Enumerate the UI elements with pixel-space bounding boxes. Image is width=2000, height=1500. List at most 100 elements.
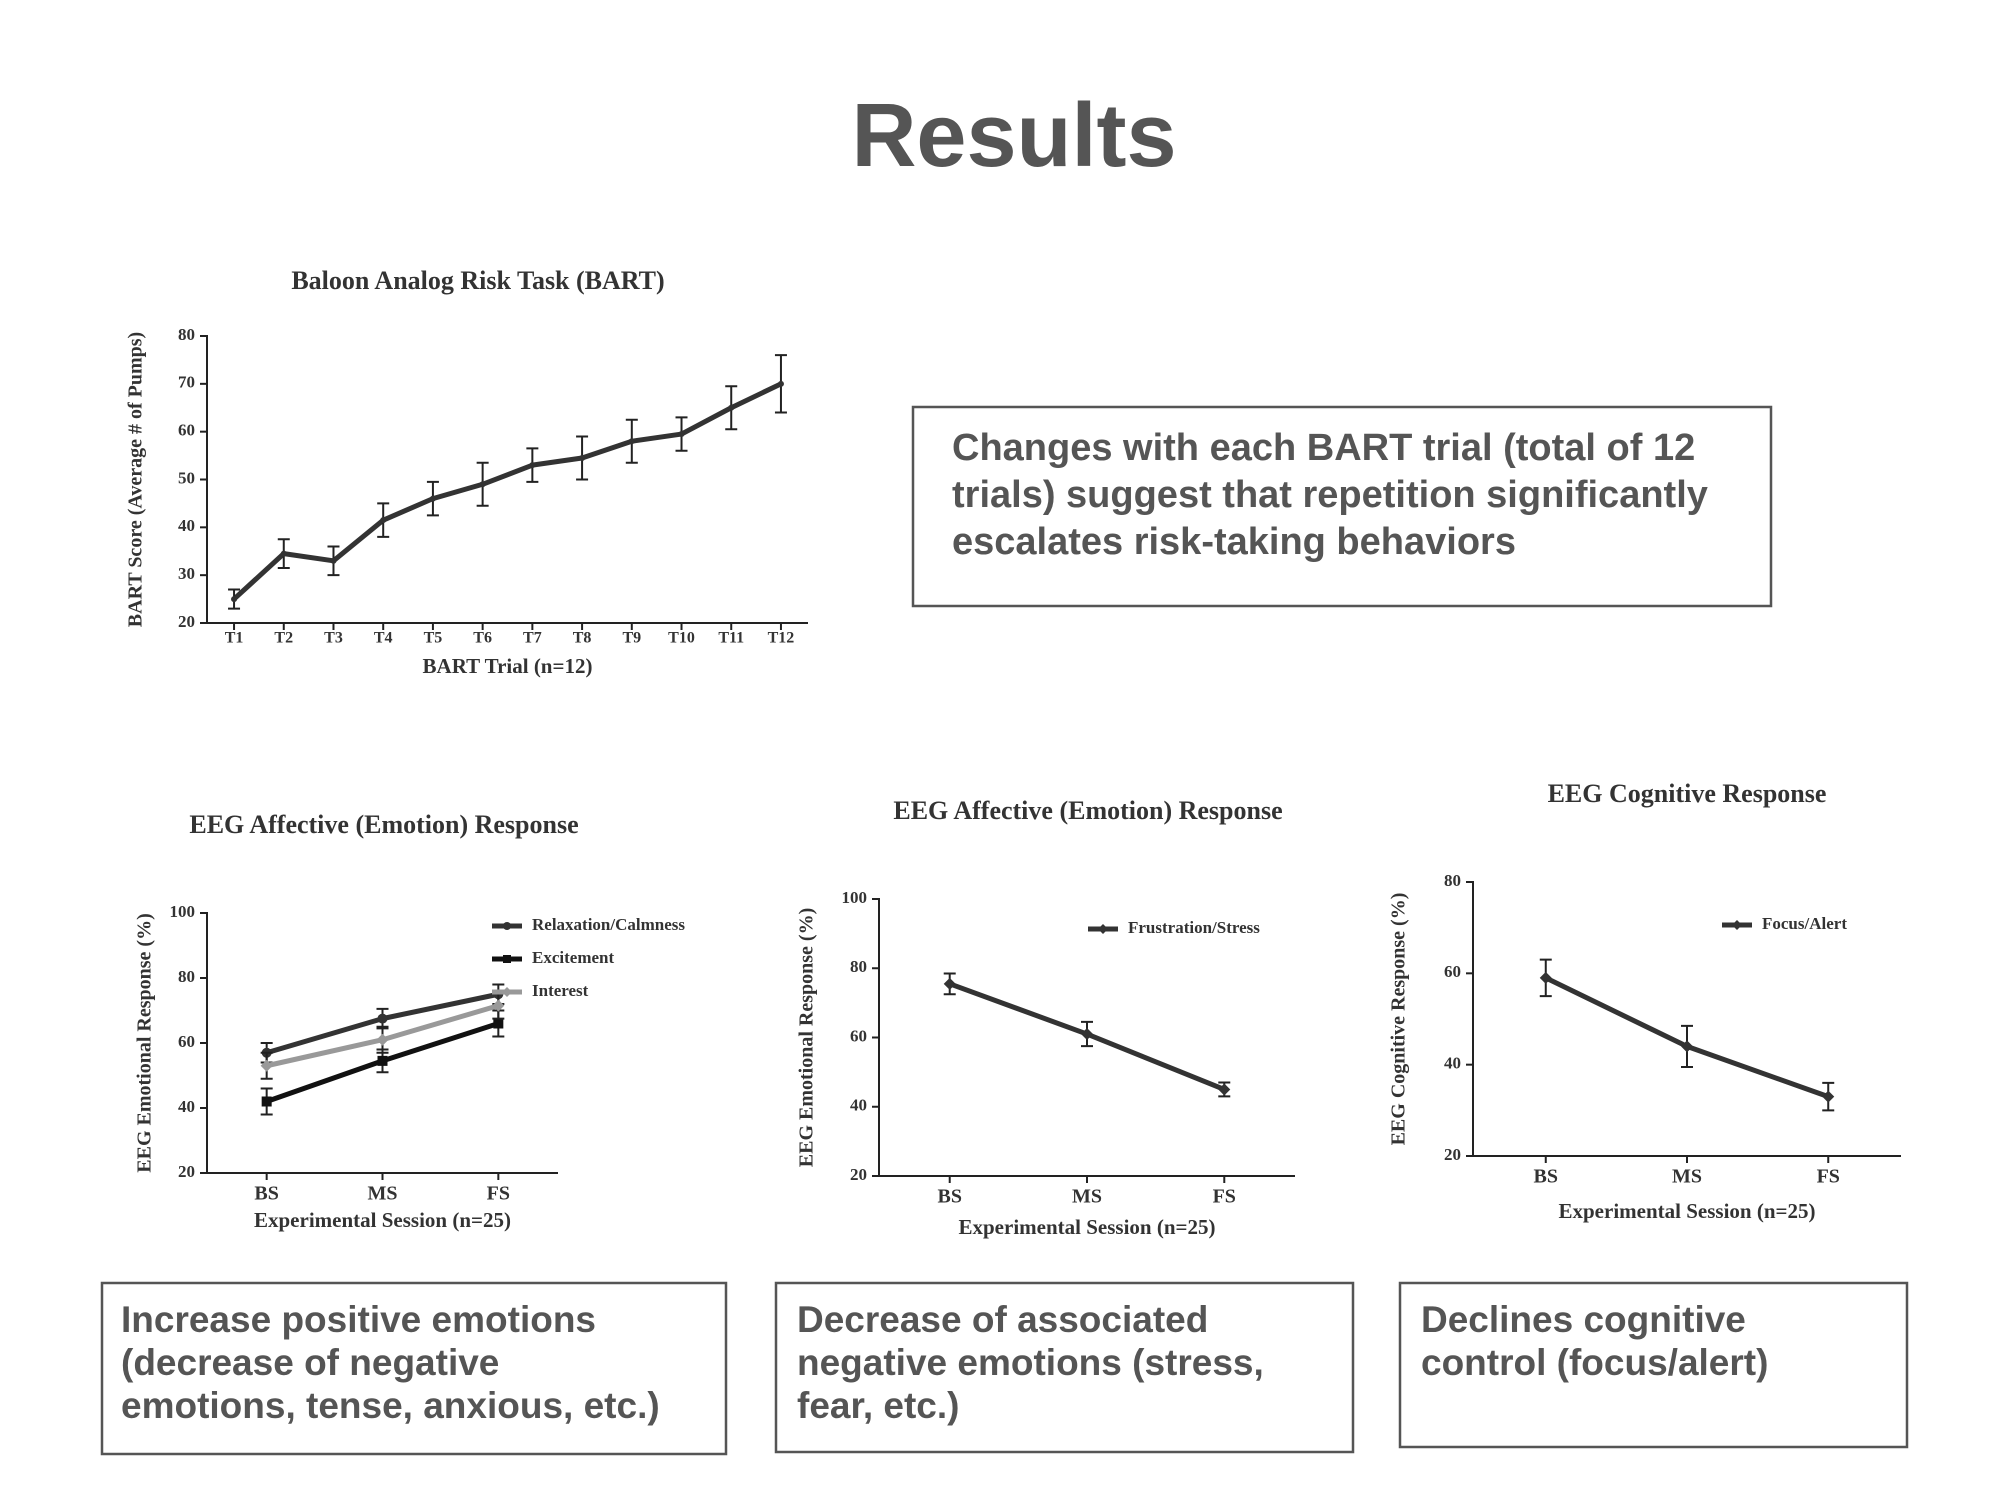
y-tick-label: 20 (178, 612, 195, 631)
x-tick-label: T8 (573, 630, 592, 647)
y-tick-label: 20 (1444, 1145, 1461, 1164)
y-tick-label: 40 (1444, 1054, 1461, 1073)
marker (728, 404, 735, 411)
marker (1681, 1040, 1693, 1053)
marker (493, 1018, 504, 1029)
x-tick-label: BS (254, 1183, 278, 1205)
x-axis-label: BART Trial (n=12) (423, 654, 593, 678)
marker (943, 977, 956, 990)
x-axis-label: Experimental Session (n=25) (254, 1208, 511, 1232)
note-line: control (focus/alert) (1421, 1342, 1768, 1383)
marker (429, 495, 436, 502)
marker (330, 557, 337, 564)
marker (492, 999, 505, 1012)
note-box (774, 1281, 1355, 1454)
y-tick-label: 30 (178, 564, 195, 583)
note-line: escalates risk-taking behaviors (952, 521, 1516, 563)
y-tick-label: 40 (850, 1096, 867, 1115)
x-axis-label: Experimental Session (n=25) (1559, 1199, 1816, 1223)
chart-title: Baloon Analog Risk Task (BART) (291, 266, 664, 295)
x-tick-label: BS (937, 1186, 961, 1208)
x-tick-label: MS (368, 1183, 398, 1205)
x-tick-label: T3 (324, 630, 343, 647)
note-line: Increase positive emotions (121, 1299, 596, 1340)
chart-title: EEG Affective (Emotion) Response (893, 796, 1282, 825)
x-tick-label: T4 (374, 630, 393, 647)
note-line: emotions, tense, anxious, etc.) (121, 1385, 660, 1426)
series-line (232, 381, 783, 601)
x-tick-label: T11 (718, 630, 744, 647)
marker (231, 596, 238, 603)
legend-label: Frustration/Stress (1128, 918, 1260, 937)
marker (1822, 1090, 1835, 1103)
y-axis-label: BART Score (Average # of Pumps) (125, 332, 147, 627)
legend-label: Interest (532, 981, 589, 1000)
x-tick-label: BS (1534, 1166, 1558, 1188)
chart-title: EEG Cognitive Response (1548, 779, 1827, 808)
y-tick-label: 60 (178, 421, 195, 440)
marker (529, 462, 536, 469)
marker (377, 1055, 388, 1066)
legend-label: Relaxation/Calmness (532, 915, 685, 934)
note-line: Decrease of associated (797, 1299, 1208, 1340)
x-tick-label: T2 (274, 630, 293, 647)
note-box (911, 405, 1773, 608)
legend-label: Focus/Alert (1762, 914, 1847, 933)
chart-title: EEG Affective (Emotion) Response (189, 810, 578, 839)
y-tick-label: 20 (850, 1165, 867, 1184)
marker (579, 454, 586, 461)
y-tick-label: 20 (178, 1162, 195, 1181)
y-axis-label: EEG Cognitive Response (%) (1388, 893, 1410, 1146)
note-line: trials) suggest that repetition signific… (952, 474, 1708, 516)
x-tick-label: MS (1072, 1186, 1102, 1208)
marker (1098, 924, 1108, 934)
y-tick-label: 80 (1444, 871, 1461, 890)
note-line: negative emotions (stress, (797, 1342, 1264, 1383)
x-tick-label: MS (1672, 1166, 1702, 1188)
marker (280, 550, 287, 557)
y-axis-label: EEG Emotional Response (%) (796, 908, 818, 1167)
marker (1218, 1083, 1231, 1096)
marker (777, 380, 784, 387)
note-box (1398, 1281, 1909, 1449)
note-line: Declines cognitive (1421, 1299, 1746, 1340)
y-tick-label: 50 (178, 468, 195, 487)
marker (479, 481, 486, 488)
y-tick-label: 40 (178, 516, 195, 535)
y-tick-label: 100 (170, 902, 196, 921)
marker (260, 1059, 273, 1072)
note-line: fear, etc.) (797, 1385, 959, 1426)
y-tick-label: 100 (842, 888, 868, 907)
marker (1732, 920, 1742, 930)
marker (1539, 971, 1552, 984)
marker (377, 1013, 388, 1024)
marker (503, 922, 511, 930)
x-tick-label: T9 (622, 630, 641, 647)
x-tick-label: T10 (668, 630, 695, 647)
marker (628, 438, 635, 445)
x-tick-label: FS (1817, 1166, 1840, 1188)
marker (380, 517, 387, 524)
y-tick-label: 80 (178, 325, 195, 344)
x-tick-label: T1 (225, 630, 244, 647)
marker (502, 987, 512, 997)
x-tick-label: T6 (473, 630, 492, 647)
marker (503, 955, 511, 963)
y-tick-label: 40 (178, 1097, 195, 1116)
y-tick-label: 70 (178, 373, 195, 392)
y-tick-label: 60 (850, 1026, 867, 1045)
x-axis-label: Experimental Session (n=25) (959, 1215, 1216, 1239)
x-tick-label: T5 (424, 630, 443, 647)
x-tick-label: FS (1213, 1186, 1236, 1208)
page-title: Results (851, 86, 1176, 186)
x-tick-label: T12 (768, 630, 795, 647)
x-tick-label: FS (487, 1183, 510, 1205)
y-tick-label: 60 (1444, 962, 1461, 981)
note-line: (decrease of negative (121, 1342, 499, 1383)
y-tick-label: 80 (178, 967, 195, 986)
marker (678, 431, 685, 438)
x-tick-label: T7 (523, 630, 542, 647)
y-axis-label: EEG Emotional Response (%) (134, 913, 156, 1172)
marker (376, 1033, 389, 1046)
